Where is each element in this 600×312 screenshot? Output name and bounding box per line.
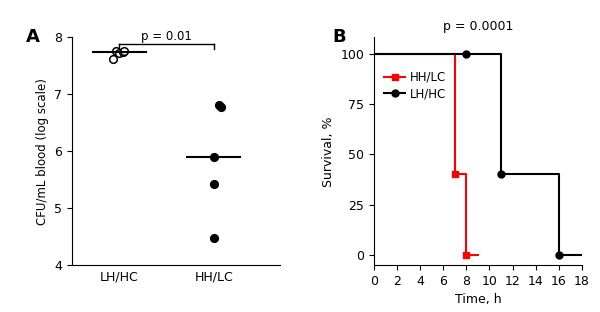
- Text: p = 0.01: p = 0.01: [141, 30, 192, 42]
- X-axis label: Time, h: Time, h: [455, 294, 501, 306]
- Y-axis label: Survival, %: Survival, %: [322, 116, 335, 187]
- Text: B: B: [332, 28, 346, 46]
- Y-axis label: CFU/mL blood (log scale): CFU/mL blood (log scale): [36, 78, 49, 225]
- Text: A: A: [26, 28, 40, 46]
- Text: p = 0.0001: p = 0.0001: [443, 20, 513, 33]
- Legend: HH/LC, LH/HC: HH/LC, LH/HC: [384, 71, 446, 100]
